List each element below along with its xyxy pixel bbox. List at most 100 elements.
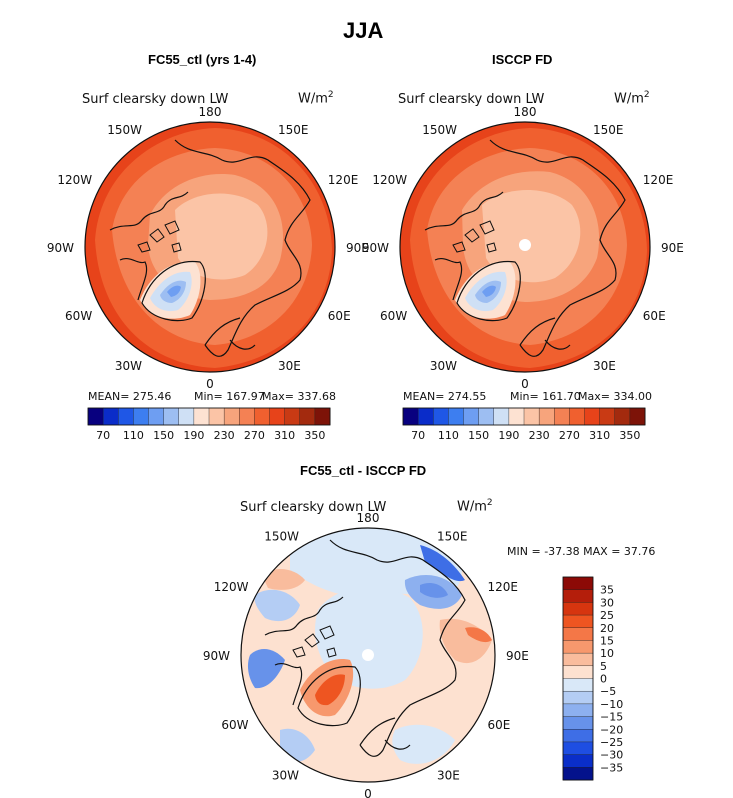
panel3-colorbar-tick-3: 20 xyxy=(600,622,614,635)
panel2-coast-america xyxy=(424,191,504,301)
panel3-map xyxy=(241,528,495,782)
panel3-colorbar-tick-14: −35 xyxy=(600,761,623,774)
panel1-colorbar-tick-7: 350 xyxy=(304,429,325,442)
panel2-colorbar-cell-8 xyxy=(523,407,540,426)
panel1-mean: MEAN= 275.46 xyxy=(88,390,172,403)
panel2-colorbar-tick-2: 150 xyxy=(468,429,489,442)
panel3-lon-label-1: 150E xyxy=(437,530,468,544)
panel1-lon-label-0: 180 xyxy=(199,105,222,119)
panel3-colorbar-cell-7 xyxy=(562,665,594,679)
panel3-colorbar-cell-6 xyxy=(562,652,594,667)
panel2-colorbar-cell-10 xyxy=(554,407,570,426)
panel2-colorbar-tick-7: 350 xyxy=(619,429,640,442)
panel2-units-label: W/m2 xyxy=(614,90,650,107)
panel1-lon-label-9: 90W xyxy=(47,241,74,255)
panel3-lon-label-3: 90E xyxy=(506,649,529,663)
panel1-coast-eurasia xyxy=(174,139,311,357)
panel1-lon-label-10: 120W xyxy=(57,173,92,187)
panel3-colorbar-tick-1: 30 xyxy=(600,596,614,609)
panel1-lon-label-7: 30W xyxy=(115,359,142,373)
panel1-colorbar-cell-9 xyxy=(223,407,240,426)
panel1-coast-archipelago xyxy=(137,220,182,253)
panel1-lon-label-8: 60W xyxy=(65,309,92,323)
panel2-min: Min= 161.70 xyxy=(510,390,581,403)
panel2-lon-label-1: 150E xyxy=(593,123,624,137)
panel1-lon-label-4: 60E xyxy=(328,309,351,323)
panel2-map xyxy=(400,122,650,372)
panel3-coast-archipelago xyxy=(292,625,337,658)
panel2-lon-label-4: 60E xyxy=(643,309,666,323)
panel2-colorbar-cell-4 xyxy=(463,407,480,426)
panel1-map xyxy=(85,122,335,372)
panel3-colorbar-tick-0: 35 xyxy=(600,584,614,597)
panel3-colorbar-cell-2 xyxy=(562,602,594,616)
panel2-coast-europe xyxy=(519,317,571,350)
panel3-colorbar-tick-4: 15 xyxy=(600,634,614,647)
panel1-lon-label-2: 120E xyxy=(328,173,359,187)
panel2-colorbar-cell-7 xyxy=(508,407,525,426)
panel1-units-sup: 2 xyxy=(327,90,334,100)
panel3-colorbar-tick-9: −10 xyxy=(600,698,623,711)
panel3-coast-eurasia xyxy=(329,539,466,757)
panel1-colorbar-cell-7 xyxy=(193,407,210,426)
panel3-colorbar-cell-15 xyxy=(562,767,594,781)
panel1-colorbar-cell-4 xyxy=(148,407,165,426)
panel1-colorbar-cell-6 xyxy=(178,407,195,426)
panel1-colorbar-cell-10 xyxy=(239,407,255,426)
panel2-colorbar-tick-3: 190 xyxy=(498,429,519,442)
panel1-field-pole xyxy=(175,193,268,280)
panel2-lon-label-7: 30W xyxy=(430,359,457,373)
panel3-colorbar-cell-10 xyxy=(562,703,594,718)
panel3-colorbar-cell-3 xyxy=(562,614,594,629)
panel2-colorbar-tick-4: 230 xyxy=(529,429,550,442)
panel2-mean: MEAN= 274.55 xyxy=(403,390,487,403)
panel1-colorbar-tick-1: 110 xyxy=(123,429,144,442)
panel1-colorbar-cell-13 xyxy=(284,407,301,426)
panel3-colorbar-cell-13 xyxy=(562,741,594,756)
panel2-colorbar-cell-13 xyxy=(599,407,616,426)
panel1-colorbar-frame xyxy=(87,407,331,426)
panel2-colorbar-tick-0: 70 xyxy=(411,429,425,442)
panel1-colorbar-tick-2: 150 xyxy=(153,429,174,442)
panel1-colorbar-tick-3: 190 xyxy=(183,429,204,442)
panel2-lon-label-0: 180 xyxy=(514,105,537,119)
panel3-colorbar-tick-12: −25 xyxy=(600,736,623,749)
panel3-variable-label: Surf clearsky down LW xyxy=(240,500,387,515)
colorbars: 70 110 150 190 230 270 310 350 70 110 150 190 230 270… xyxy=(87,407,646,781)
panel2-coast-archipelago xyxy=(452,220,497,253)
panel1-map-border xyxy=(84,121,336,373)
panel3-colorbar-cell-12 xyxy=(562,729,594,743)
panel3-colorbar-tick-8: −5 xyxy=(600,685,616,698)
panel3-colorbar-tick-13: −30 xyxy=(600,749,623,762)
panel2-colorbar-cell-14 xyxy=(614,407,631,426)
panel2-lon-label-9: 90W xyxy=(362,241,389,255)
panel3-field-greenland-core xyxy=(315,674,345,706)
panel3-lon-label-6: 0 xyxy=(364,787,372,798)
panel2-colorbar-tick-1: 110 xyxy=(438,429,459,442)
panel3-field-ne-strip xyxy=(420,545,465,582)
panel3-coast-europe xyxy=(359,717,411,750)
panel3-colorbar-tick-2: 25 xyxy=(600,609,614,622)
panel3-field-east-core xyxy=(465,627,492,643)
panel3-colorbar-cell-8 xyxy=(562,678,594,692)
panel3-field-siberia-core xyxy=(420,583,448,598)
panel2-title: ISCCP FD xyxy=(492,52,553,67)
panel3-colorbar-cell-1 xyxy=(562,589,594,603)
panel2-coast-eurasia xyxy=(489,139,626,357)
panel2-greenland-core xyxy=(482,285,496,297)
panel2-lon-label-11: 150W xyxy=(422,123,457,137)
panel1-colorbar-tick-4: 230 xyxy=(214,429,235,442)
panel1-colorbar-cell-2 xyxy=(118,407,134,426)
panel1-lon-label-3: 90E xyxy=(346,241,369,255)
panel3-field-west-warm xyxy=(262,568,305,590)
panel2-units-sup: 2 xyxy=(643,90,650,100)
panel3-lon-label-10: 120W xyxy=(214,580,249,594)
panel1-units-label: W/m2 xyxy=(298,90,334,107)
figure-title: JJA xyxy=(343,18,384,43)
panel1-colorbar-cell-11 xyxy=(254,407,271,426)
panel1-lon-label-1: 150E xyxy=(278,123,309,137)
panel2-colorbar-tick-6: 310 xyxy=(589,429,610,442)
panel3-field-south-east xyxy=(392,724,455,764)
panel1-colorbar-cell-12 xyxy=(269,407,286,426)
